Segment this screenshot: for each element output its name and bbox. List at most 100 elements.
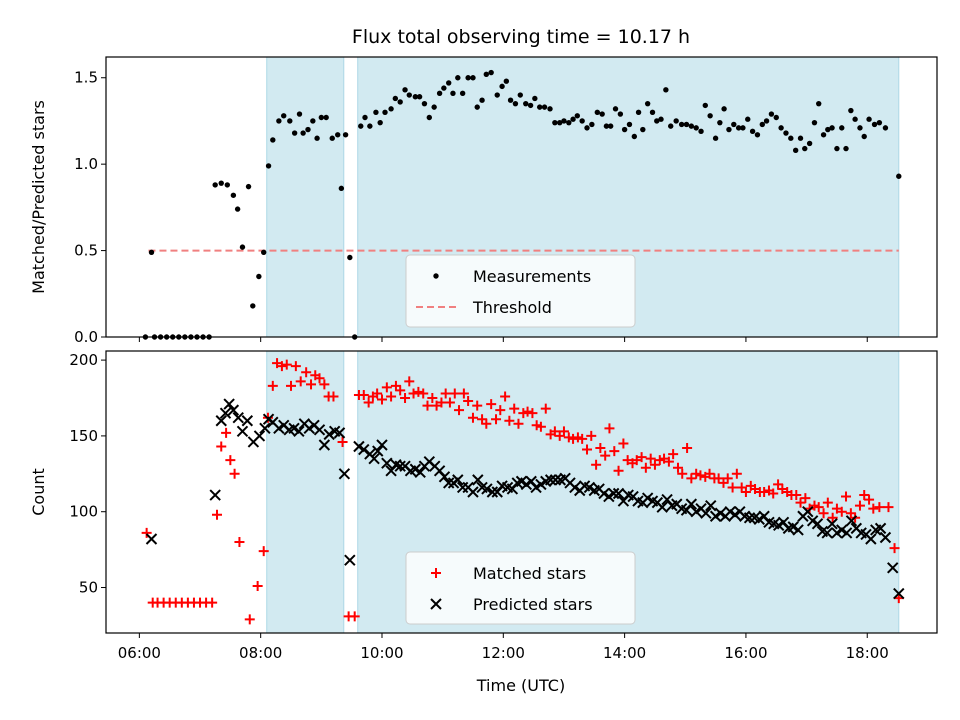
matched-stars-point (295, 376, 306, 387)
measurements-point (465, 75, 471, 81)
matched-stars-point (427, 393, 438, 403)
matched-stars-point (558, 426, 569, 437)
matched-stars-point (207, 597, 218, 608)
measurements-point (329, 135, 335, 141)
measurements-point (626, 121, 633, 128)
measurements-point (788, 135, 794, 141)
measurements-point (250, 303, 256, 309)
matched-stars-point (613, 465, 624, 476)
predicted-stars-point (544, 474, 557, 486)
matched-stars-point (577, 433, 588, 444)
matched-stars-point (663, 456, 674, 467)
matched-stars-point (568, 433, 579, 444)
measurements-series (142, 69, 902, 340)
measurements-point (640, 126, 646, 133)
predicted-stars-point (792, 524, 804, 536)
predicted-stars-point (394, 460, 406, 472)
matched-stars-point (704, 468, 715, 479)
matched-stars-point (376, 394, 387, 405)
matched-stars-point (682, 443, 693, 454)
matched-stars-point (372, 388, 383, 399)
matched-stars-point (290, 361, 301, 372)
measurements-point (310, 118, 316, 124)
measurements-point (839, 125, 845, 131)
measurements-point (547, 106, 553, 112)
measurements-point (876, 119, 883, 126)
matched-stars-point (640, 462, 651, 473)
matched-stars-point (467, 412, 478, 423)
predicted-stars-series (145, 398, 905, 600)
matched-stars-point (818, 508, 829, 519)
predicted-stars-point (826, 518, 838, 530)
x-tick-label: 12:00 (482, 644, 525, 662)
predicted-stars-point (607, 487, 620, 500)
measurements-point (499, 83, 505, 90)
matched-stars-point (859, 490, 870, 501)
measurements-point (218, 180, 224, 186)
predicted-stars-point (259, 422, 271, 435)
matched-stars-point (404, 376, 415, 387)
predicted-stars-point (685, 498, 698, 510)
measurements-point (712, 135, 719, 141)
x-tick-label: 06:00 (118, 644, 161, 662)
matched-stars-point (609, 446, 620, 457)
matched-stars-point (791, 490, 802, 501)
matched-stars-series (141, 358, 904, 625)
measurements-point (479, 97, 485, 103)
measurements-point (397, 99, 403, 105)
matched-stars-point (395, 385, 406, 396)
measurements-point (792, 147, 799, 154)
matched-stars-point (677, 468, 688, 479)
measurements-point (230, 192, 237, 198)
matched-stars-point (234, 537, 245, 548)
measurements-point (594, 109, 601, 116)
y-tick-label: 0.0 (74, 328, 98, 346)
predicted-stars-point (893, 587, 905, 600)
measurements-point (683, 121, 690, 128)
predicted-stars-point (323, 428, 335, 441)
y-axis-label: Matched/Predicted stars (29, 100, 48, 294)
measurements-point (843, 145, 849, 152)
matched-stars-point (827, 512, 838, 523)
legend: Measurements Threshold (405, 254, 636, 328)
predicted-stars-point (845, 515, 858, 527)
matched-stars-point (422, 400, 433, 411)
measurements-point (527, 102, 534, 109)
predicted-stars-point (381, 457, 393, 469)
predicted-stars-point (232, 412, 244, 424)
measurements-point (261, 249, 267, 256)
measurements-point (388, 106, 394, 112)
matched-stars-point (522, 406, 533, 417)
measurements-point (768, 111, 775, 117)
measurements-point (735, 125, 742, 131)
predicted-stars-point (209, 489, 221, 501)
measurements-point (318, 114, 325, 121)
predicted-stars-point (372, 445, 384, 457)
matched-stars-point (258, 546, 269, 557)
measurements-point (644, 100, 651, 107)
measurements-point (455, 75, 461, 81)
measurements-point (612, 106, 619, 112)
measurements-point (265, 163, 272, 169)
measurements-point (474, 104, 480, 110)
measurements-point (335, 132, 341, 138)
matched-stars-point (408, 388, 419, 399)
matched-stars-point (358, 389, 369, 400)
measurements-point (579, 118, 585, 124)
matched-stars-point (221, 427, 232, 438)
matched-stars-point (649, 459, 660, 470)
measurements-point (848, 107, 854, 114)
measurements-point (797, 135, 804, 141)
measurements-point (557, 119, 563, 126)
measurements-point (431, 104, 437, 110)
observing-window-1 (266, 350, 345, 634)
measurements-point (503, 78, 510, 84)
matched-stars-point (216, 441, 227, 452)
measurements-point (347, 254, 353, 261)
predicted-stars-point (253, 430, 266, 442)
matched-stars-point (535, 421, 546, 432)
predicted-stars-point (821, 527, 833, 539)
measurements-point (654, 118, 660, 124)
y-tick-label: 1.0 (74, 155, 98, 173)
measurements-point (663, 87, 669, 93)
